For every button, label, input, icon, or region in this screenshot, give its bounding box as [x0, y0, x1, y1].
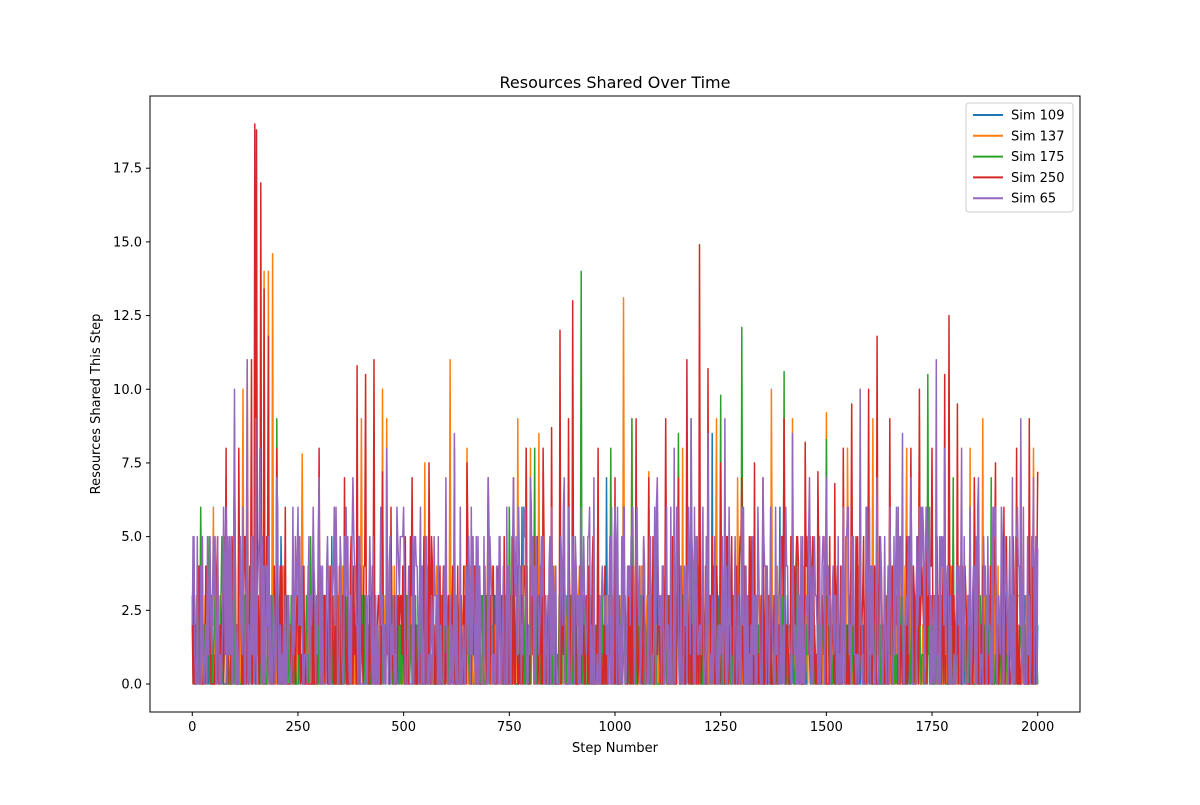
legend-label: Sim 109 — [1011, 109, 1064, 124]
series-layer — [191, 123, 1039, 685]
x-tick-label: 750 — [497, 720, 522, 735]
x-axis-label: Step Number — [572, 741, 659, 756]
y-tick-label: 2.5 — [121, 604, 142, 619]
y-tick-label: 10.0 — [113, 383, 142, 398]
x-tick-label: 2000 — [1021, 720, 1054, 735]
legend-box — [965, 102, 1074, 213]
y-tick-label: 12.5 — [113, 309, 142, 324]
legend-label: Sim 65 — [1011, 192, 1056, 207]
y-tick-label: 0.0 — [121, 678, 142, 693]
legend-label: Sim 175 — [1011, 150, 1064, 165]
x-tick-label: 1000 — [598, 720, 631, 735]
legend-label: Sim 137 — [1011, 129, 1064, 144]
y-tick-label: 5.0 — [121, 530, 142, 545]
series-line-sim-65 — [191, 359, 1039, 685]
x-tick-label: 500 — [391, 720, 416, 735]
x-tick-label: 0 — [188, 720, 196, 735]
x-tick-label: 1250 — [704, 720, 737, 735]
legend: Sim 109 Sim 137 Sim 175 Sim 250 Sim 65 — [965, 102, 1074, 213]
legend-label: Sim 250 — [1011, 171, 1064, 186]
y-axis: 0.0 2.5 5.0 7.5 10.0 12.5 15.0 17.5 — [113, 162, 150, 693]
y-tick-label: 17.5 — [113, 162, 142, 177]
x-tick-label: 1500 — [810, 720, 843, 735]
chart-title: Resources Shared Over Time — [500, 73, 731, 92]
y-axis-label: Resources Shared This Step — [89, 314, 104, 495]
x-tick-label: 250 — [286, 720, 311, 735]
x-axis: 0 250 500 750 1000 1250 1500 1750 2000 — [188, 712, 1054, 735]
y-tick-label: 7.5 — [121, 456, 142, 471]
x-tick-label: 1750 — [915, 720, 948, 735]
y-tick-label: 15.0 — [113, 235, 142, 250]
